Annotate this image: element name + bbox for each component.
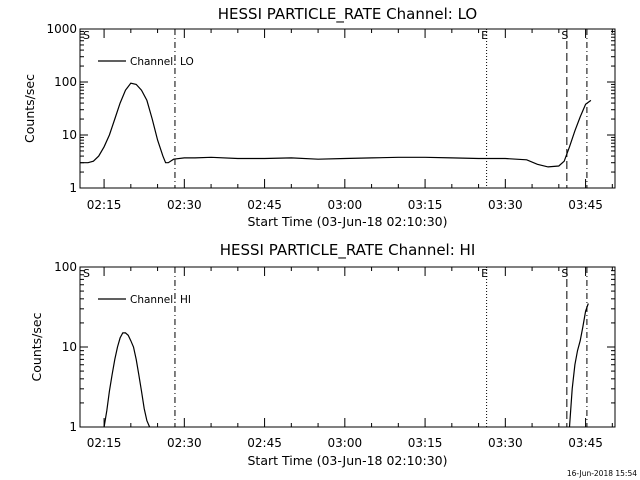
y-tick-label: 100 [54,75,77,89]
legend-label: Channel: HI [130,294,191,306]
chart-title: HESSI PARTICLE_RATE Channel: LO [218,5,477,24]
series-line [103,332,151,427]
series-line [80,82,592,168]
x-tick-label: 02:30 [167,436,202,450]
x-tick-label: 03:00 [328,436,363,450]
chart-panel-lo: HESSI PARTICLE_RATE Channel: LO Counts/se… [22,5,616,229]
event-marker-label: S [83,29,90,42]
y-tick-label: 1000 [46,22,77,36]
legend-label: Channel: LO [130,56,194,68]
series-line [568,303,589,427]
x-tick-label: 02:30 [167,198,202,212]
x-tick-label: 03:15 [408,198,443,212]
x-tick-label: 02:15 [87,198,122,212]
y-axis-label: Counts/sec [29,312,44,381]
event-marker-label: E [481,29,488,42]
y-axis-label: Counts/sec [22,74,37,143]
x-tick-label: 02:15 [87,436,122,450]
x-tick-label: 03:30 [488,198,523,212]
plot-frame [79,266,616,428]
chart-title: HESSI PARTICLE_RATE Channel: HI [220,241,476,260]
x-tick-label: 03:30 [488,436,523,450]
x-axis-label: Start Time (03-Jun-18 02:10:30) [248,453,448,468]
x-axis-label: Start Time (03-Jun-18 02:10:30) [248,214,448,229]
x-tick-label: 03:45 [568,436,603,450]
y-tick-label: 100 [54,260,77,274]
event-marker-label: S [561,267,568,280]
y-tick-label: 10 [62,128,77,142]
chart-panel-hi: HESSI PARTICLE_RATE Channel: HI Counts/se… [29,241,616,468]
x-tick-label: 03:45 [568,198,603,212]
x-tick-label: 02:45 [247,198,282,212]
y-tick-label: 10 [62,340,77,354]
y-tick-label: 1 [69,420,77,434]
event-marker-label: S [561,29,568,42]
x-tick-label: 03:15 [408,436,443,450]
event-marker-label: S [83,267,90,280]
x-tick-label: 02:45 [247,436,282,450]
event-marker-label: E [481,267,488,280]
generation-timestamp: 16-Jun-2018 15:54 [567,469,637,478]
x-tick-label: 03:00 [328,198,363,212]
plot-frame [79,28,616,189]
y-tick-label: 1 [69,181,77,195]
